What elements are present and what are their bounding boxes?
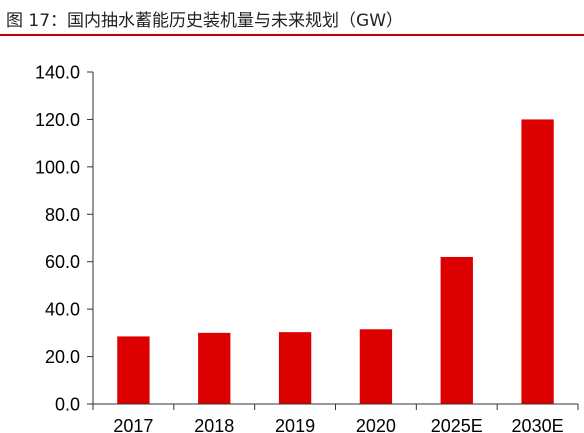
y-tick-label: 0.0 bbox=[55, 395, 80, 415]
x-tick-label: 2019 bbox=[275, 416, 315, 433]
y-tick-label: 80.0 bbox=[45, 205, 80, 225]
x-axis: 2017 2018 2019 2020 2025E 2030E bbox=[92, 403, 579, 433]
bar-2017 bbox=[117, 336, 150, 404]
bar-2030E bbox=[521, 119, 554, 404]
y-tick-label: 40.0 bbox=[45, 300, 80, 320]
figure-title: 图 17：国内抽水蓄能历史装机量与未来规划（GW） bbox=[6, 11, 404, 31]
x-tick-label: 2018 bbox=[194, 416, 234, 433]
y-tick-label: 100.0 bbox=[35, 157, 80, 177]
y-tick-label: 120.0 bbox=[35, 110, 80, 130]
title-divider bbox=[0, 34, 584, 36]
bar-2018 bbox=[198, 332, 231, 404]
y-axis: 0.0 20.0 40.0 60.0 80.0 100.0 120.0 140.0 bbox=[35, 63, 94, 415]
bars bbox=[117, 119, 554, 404]
bar-2019 bbox=[278, 332, 312, 404]
x-tick-label: 2020 bbox=[356, 416, 396, 433]
x-tick-label: 2017 bbox=[113, 416, 153, 433]
y-tick-label: 20.0 bbox=[45, 347, 80, 367]
y-tick-label: 60.0 bbox=[45, 252, 80, 272]
x-tick-label: 2025E bbox=[431, 416, 483, 433]
y-tick-label: 140.0 bbox=[35, 63, 80, 83]
x-tick-label: 2030E bbox=[512, 416, 564, 433]
bar-2025E bbox=[440, 256, 473, 404]
bar-2020 bbox=[359, 329, 393, 404]
